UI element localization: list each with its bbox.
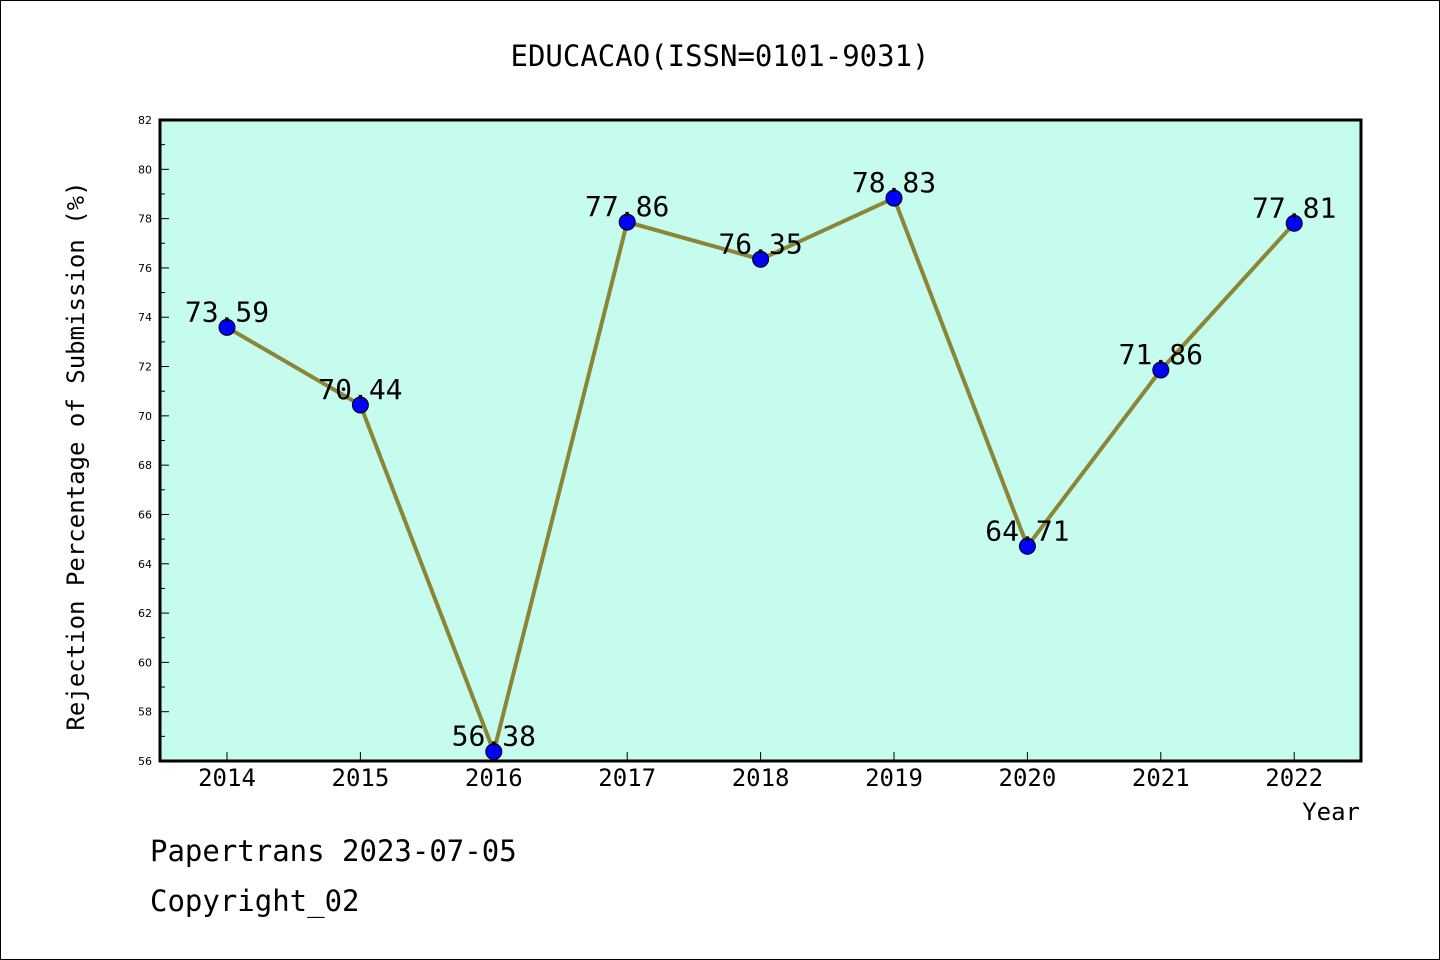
data-point-marker: [618, 213, 636, 231]
data-label: 77.86: [585, 190, 669, 223]
data-label: 71.86: [1119, 338, 1203, 371]
x-tick-label: 2015: [332, 764, 390, 792]
y-tick-label: 64: [138, 558, 152, 571]
y-tick-label: 62: [138, 607, 152, 620]
data-point-marker: [351, 396, 369, 414]
data-point-marker: [1285, 214, 1303, 232]
y-tick-label: 56: [138, 755, 152, 768]
y-tick-label: 76: [138, 262, 152, 275]
x-axis-ticks: 2014 2015 2016 2017 2018 2019 2020 2021 2022: [198, 752, 1323, 792]
y-tick-label: 68: [138, 459, 152, 472]
x-tick-label: 2017: [598, 764, 656, 792]
y-tick-label: 58: [138, 706, 152, 719]
data-label: 56.38: [452, 720, 536, 753]
data-label: 76.35: [718, 227, 802, 260]
footer-date-text: Papertrans 2023-07-05: [150, 834, 517, 868]
y-axis-label: Rejection Percentage of Submission (%): [62, 181, 90, 730]
data-label: 78.83: [852, 166, 936, 199]
y-tick-label: 80: [138, 163, 152, 176]
x-axis-label: Year: [1302, 798, 1360, 826]
x-tick-label: 2019: [865, 764, 923, 792]
x-tick-label: 2020: [999, 764, 1057, 792]
footer-copyright-text: Copyright_02: [150, 884, 360, 918]
data-point-marker: [752, 250, 770, 268]
y-tick-label: 70: [138, 410, 152, 423]
data-point-marker: [885, 189, 903, 207]
data-labels: 73.59 70.44 56.38 77.86 76.35 78.83 64.71 71.86…: [185, 166, 1336, 752]
data-point-marker: [218, 318, 236, 336]
y-tick-label: 78: [138, 213, 152, 226]
x-tick-label: 2014: [198, 764, 256, 792]
data-label: 64.71: [985, 514, 1069, 547]
x-tick-label: 2021: [1132, 764, 1190, 792]
chart-title: EDUCACAO(ISSN=0101-9031): [510, 39, 929, 73]
data-point-marker: [1018, 537, 1036, 555]
y-tick-label: 72: [138, 361, 152, 374]
data-markers: [218, 189, 1303, 761]
y-tick-label: 60: [138, 656, 152, 669]
x-tick-label: 2016: [465, 764, 523, 792]
y-axis-ticks: 56 58 60 62 64 66 68 70 72 74 76 78 80 82: [138, 114, 169, 768]
data-point-marker: [1152, 361, 1170, 379]
y-tick-label: 66: [138, 508, 152, 521]
plot-border: [158, 118, 1363, 763]
x-tick-label: 2022: [1265, 764, 1323, 792]
y-tick-label: 74: [138, 311, 152, 324]
plot-area: [160, 120, 1361, 761]
data-label: 73.59: [185, 295, 269, 328]
data-label: 77.81: [1252, 191, 1336, 224]
data-label: 70.44: [318, 373, 402, 406]
x-tick-label: 2018: [732, 764, 790, 792]
y-tick-label: 82: [138, 114, 152, 127]
